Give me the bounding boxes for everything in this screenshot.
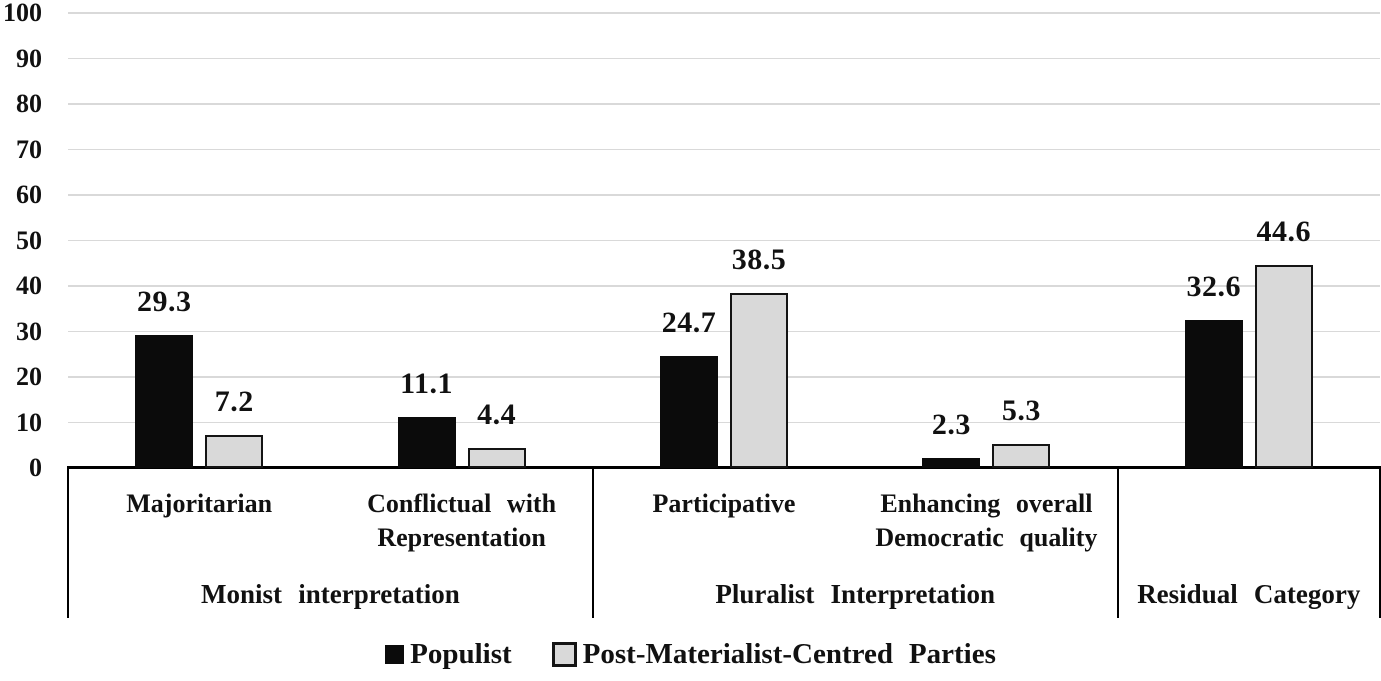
legend: Populist Post-Materialist-Centred Partie… [0, 638, 1381, 671]
gridline [68, 103, 1380, 105]
legend-swatch-populist [385, 645, 405, 664]
legend-item-populist: Populist [385, 638, 512, 671]
bar-post-materialist [730, 292, 788, 468]
y-tick-label: 50 [16, 225, 42, 255]
y-tick-label: 70 [16, 134, 42, 164]
value-label: 32.6 [1186, 269, 1242, 303]
y-tick-label: 30 [16, 316, 42, 346]
bar-populist [397, 417, 456, 468]
legend-label-populist: Populist [410, 638, 512, 670]
bar-populist [135, 334, 194, 468]
legend-swatch-post-materialist [551, 642, 577, 667]
value-label: 38.5 [731, 242, 787, 276]
group-divider [591, 468, 594, 618]
bar-post-materialist [992, 443, 1051, 468]
bar-post-materialist [467, 447, 526, 468]
gridline [68, 285, 1380, 287]
gridline [68, 376, 1380, 378]
category-label-line: Conflictual with [367, 489, 557, 518]
value-label: 11.1 [400, 367, 454, 401]
gridline [68, 421, 1380, 424]
category-label-line: Enhancing overall [880, 489, 1093, 518]
category-label-line: Majoritarian [126, 489, 273, 518]
group-label: Pluralist Interpretation [715, 579, 996, 609]
y-tick-label: 90 [16, 43, 42, 73]
group-label: Residual Category [1137, 579, 1361, 609]
gridline [68, 194, 1380, 196]
value-label: 24.7 [661, 305, 717, 339]
category-label: Enhancing overall Democratic quality [855, 487, 1117, 555]
y-tick-label: 20 [16, 362, 42, 391]
y-tick-label: 0 [29, 453, 42, 482]
y-tick-label: 100 [3, 0, 42, 27]
gridline [68, 239, 1380, 242]
bar-populist [1184, 319, 1243, 468]
gridline [68, 12, 1380, 14]
group-divider [1379, 468, 1381, 618]
bar-populist [922, 457, 981, 468]
y-tick-label: 60 [16, 180, 42, 209]
category-label: Conflictual with Representation [330, 487, 592, 555]
category-label: Majoritarian [68, 487, 330, 521]
bar-post-materialist [205, 435, 264, 468]
bar-populist [660, 355, 718, 468]
x-axis-line [67, 466, 1381, 469]
category-label-line: Democratic quality [875, 523, 1098, 552]
value-label: 7.2 [214, 385, 254, 419]
category-label-line: Participative [652, 489, 796, 518]
value-label: 4.4 [477, 397, 517, 431]
value-label: 2.3 [931, 407, 971, 441]
group-divider [67, 468, 69, 618]
category-label: Participative [593, 487, 855, 521]
legend-label-post-materialist: Post-Materialist-Centred Parties [582, 638, 996, 670]
y-tick-label: 10 [16, 407, 42, 437]
gridline [68, 330, 1380, 333]
category-label-line: Representation [377, 523, 546, 552]
value-label: 44.6 [1256, 215, 1312, 249]
y-tick-label: 80 [16, 89, 42, 118]
group-label: Monist interpretation [201, 579, 460, 609]
gridline [68, 57, 1380, 60]
value-label: 5.3 [1001, 393, 1041, 427]
group-divider [1116, 468, 1119, 618]
gridline [68, 148, 1380, 151]
legend-item-post-materialist: Post-Materialist-Centred Parties [551, 638, 996, 671]
bar-post-materialist [1254, 265, 1313, 468]
y-tick-label: 40 [16, 271, 42, 300]
value-label: 29.3 [136, 284, 192, 318]
